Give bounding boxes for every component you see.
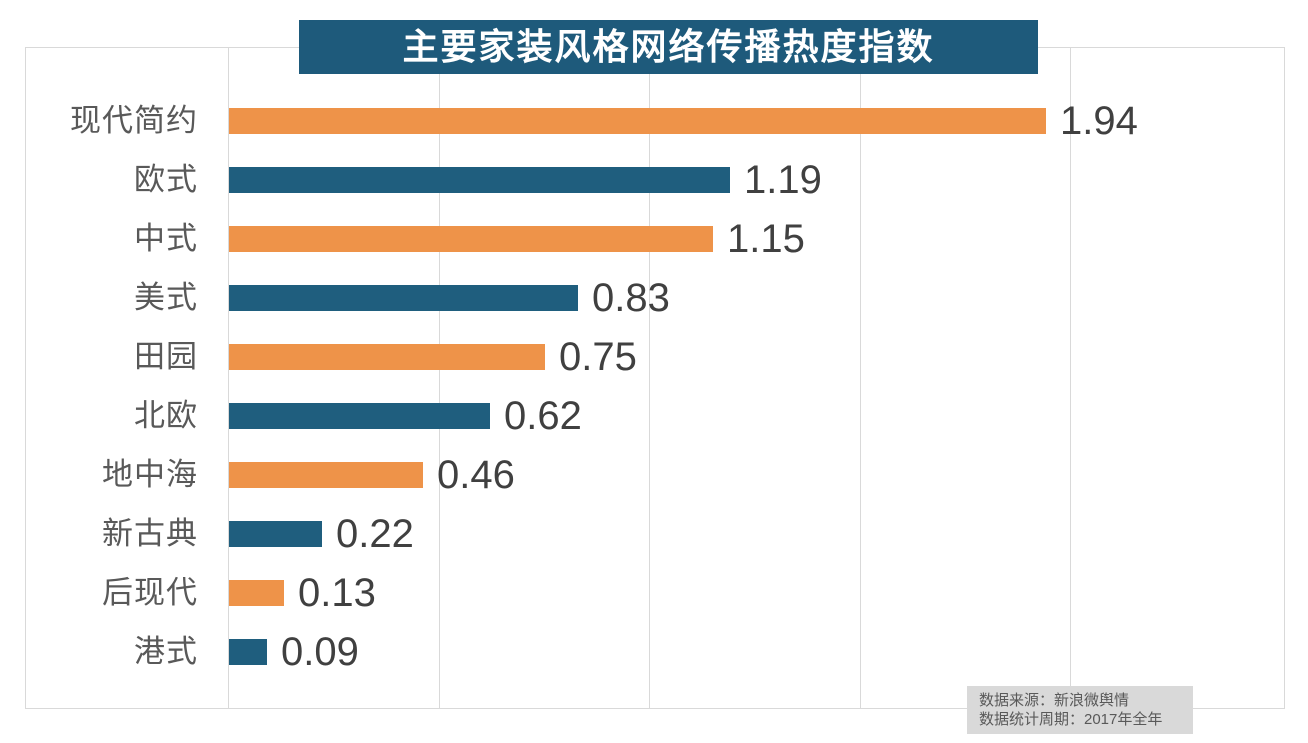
category-label: 美式: [134, 280, 198, 315]
chart-title: 主要家装风格网络传播热度指数: [402, 26, 935, 67]
bar: [229, 462, 423, 488]
bar: [229, 639, 267, 665]
bar-row: 中式 1.15: [0, 213, 1308, 265]
value-label: 0.75: [559, 335, 637, 379]
bar: [229, 226, 713, 252]
value-label: 1.19: [744, 158, 822, 202]
bar-row: 新古典 0.22: [0, 508, 1308, 560]
category-label: 新古典: [102, 516, 198, 551]
bar: [229, 580, 284, 606]
category-label: 中式: [134, 221, 198, 256]
value-label: 1.94: [1060, 99, 1138, 143]
bar-row: 田园 0.75: [0, 331, 1308, 383]
category-label: 欧式: [134, 162, 198, 197]
bar-row: 北欧 0.62: [0, 390, 1308, 442]
bar: [229, 167, 730, 193]
bar: [229, 344, 545, 370]
bar: [229, 403, 490, 429]
bar-row: 港式 0.09: [0, 626, 1308, 678]
value-label: 0.22: [336, 512, 414, 556]
category-label: 现代简约: [70, 103, 198, 138]
bar-row: 美式 0.83: [0, 272, 1308, 324]
source-line-1: 数据来源：新浪微舆情: [979, 692, 1130, 709]
source-line-2: 数据统计周期：2017年全年: [979, 711, 1163, 728]
value-label: 0.83: [592, 276, 670, 320]
bar-row: 地中海 0.46: [0, 449, 1308, 501]
category-label: 后现代: [102, 575, 198, 610]
bar-row: 欧式 1.19: [0, 154, 1308, 206]
bar: [229, 108, 1046, 134]
value-label: 0.09: [281, 630, 359, 674]
category-label: 田园: [134, 339, 198, 374]
category-label: 北欧: [134, 398, 198, 433]
category-label: 地中海: [102, 457, 198, 492]
value-label: 1.15: [727, 217, 805, 261]
bar-row: 现代简约 1.94: [0, 95, 1308, 147]
bar-row: 后现代 0.13: [0, 567, 1308, 619]
value-label: 0.13: [298, 571, 376, 615]
source-note: 数据来源：新浪微舆情 数据统计周期：2017年全年: [967, 686, 1193, 734]
bar: [229, 521, 322, 547]
bar: [229, 285, 578, 311]
value-label: 0.62: [504, 394, 582, 438]
chart-title-banner: 主要家装风格网络传播热度指数: [299, 20, 1038, 74]
category-label: 港式: [134, 634, 198, 669]
value-label: 0.46: [437, 453, 515, 497]
